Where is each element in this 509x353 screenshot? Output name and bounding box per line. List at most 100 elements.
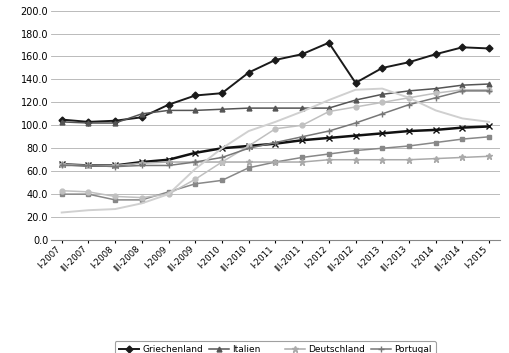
Deutschland	[85, 163, 91, 168]
Irland	[165, 192, 171, 196]
Deutschland	[245, 160, 251, 164]
Irland	[245, 129, 251, 133]
Deutschland	[459, 155, 465, 160]
UK	[218, 160, 224, 164]
Portugal	[192, 160, 198, 164]
UK	[165, 192, 171, 196]
Spanien	[325, 152, 331, 156]
Irland	[138, 201, 145, 205]
Irland	[485, 120, 491, 124]
Line: Griechenland: Griechenland	[59, 40, 491, 124]
Line: Portugal: Portugal	[58, 88, 492, 170]
Spanien	[112, 198, 118, 202]
Irland	[272, 120, 278, 124]
Spanien	[379, 146, 385, 150]
Spanien	[405, 144, 411, 148]
Spanien	[459, 137, 465, 141]
Italien	[192, 108, 198, 113]
Frankreich	[459, 126, 465, 130]
Italien	[218, 107, 224, 112]
Deutschland	[298, 160, 304, 164]
Frankreich	[218, 146, 224, 150]
Deutschland	[59, 162, 65, 167]
Griechenland	[85, 120, 91, 124]
Irland	[298, 109, 304, 114]
Deutschland	[352, 157, 358, 162]
Spanien	[432, 140, 438, 145]
Deutschland	[379, 157, 385, 162]
Griechenland	[485, 46, 491, 50]
Italien	[245, 106, 251, 110]
Deutschland	[272, 160, 278, 164]
Portugal	[325, 129, 331, 133]
Spanien	[298, 155, 304, 160]
Line: Spanien: Spanien	[59, 134, 491, 202]
UK	[192, 177, 198, 181]
Griechenland	[432, 52, 438, 56]
Line: Deutschland: Deutschland	[58, 153, 492, 169]
Frankreich	[432, 128, 438, 132]
UK	[379, 100, 385, 104]
Portugal	[405, 103, 411, 107]
Spanien	[138, 198, 145, 202]
Griechenland	[298, 52, 304, 56]
Deutschland	[405, 157, 411, 162]
Italien	[405, 89, 411, 93]
Spanien	[192, 182, 198, 186]
Portugal	[85, 163, 91, 168]
Frankreich	[85, 163, 91, 168]
Griechenland	[165, 103, 171, 107]
Irland	[218, 146, 224, 150]
Italien	[379, 92, 385, 96]
Irland	[432, 108, 438, 113]
Italien	[432, 86, 438, 91]
Portugal	[352, 121, 358, 125]
Irland	[59, 210, 65, 215]
Frankreich	[352, 133, 358, 138]
Spanien	[165, 190, 171, 194]
Irland	[325, 98, 331, 102]
Deutschland	[165, 160, 171, 164]
Deutschland	[485, 154, 491, 158]
Deutschland	[325, 157, 331, 162]
Line: Frankreich: Frankreich	[58, 123, 492, 169]
UK	[405, 96, 411, 100]
UK	[485, 88, 491, 92]
Griechenland	[272, 58, 278, 62]
Italien	[352, 98, 358, 102]
Griechenland	[379, 66, 385, 70]
Frankreich	[245, 144, 251, 148]
Griechenland	[218, 91, 224, 95]
Italien	[298, 106, 304, 110]
Frankreich	[405, 129, 411, 133]
UK	[272, 127, 278, 131]
Italien	[272, 106, 278, 110]
Griechenland	[245, 71, 251, 75]
Spanien	[59, 192, 65, 196]
Griechenland	[352, 81, 358, 85]
Portugal	[272, 140, 278, 145]
Deutschland	[112, 163, 118, 168]
Italien	[325, 106, 331, 110]
Portugal	[165, 163, 171, 168]
UK	[138, 196, 145, 200]
Portugal	[245, 146, 251, 150]
Frankreich	[138, 160, 145, 164]
Italien	[85, 121, 91, 125]
Frankreich	[272, 142, 278, 146]
Deutschland	[218, 160, 224, 164]
Spanien	[85, 192, 91, 196]
Irland	[405, 96, 411, 100]
Frankreich	[298, 138, 304, 142]
Italien	[165, 108, 171, 113]
Griechenland	[459, 45, 465, 49]
Line: UK: UK	[59, 87, 491, 200]
Portugal	[379, 112, 385, 116]
Portugal	[432, 96, 438, 100]
Deutschland	[138, 161, 145, 165]
Italien	[459, 83, 465, 87]
Griechenland	[325, 41, 331, 45]
Irland	[112, 207, 118, 211]
Portugal	[59, 163, 65, 168]
Irland	[192, 167, 198, 171]
